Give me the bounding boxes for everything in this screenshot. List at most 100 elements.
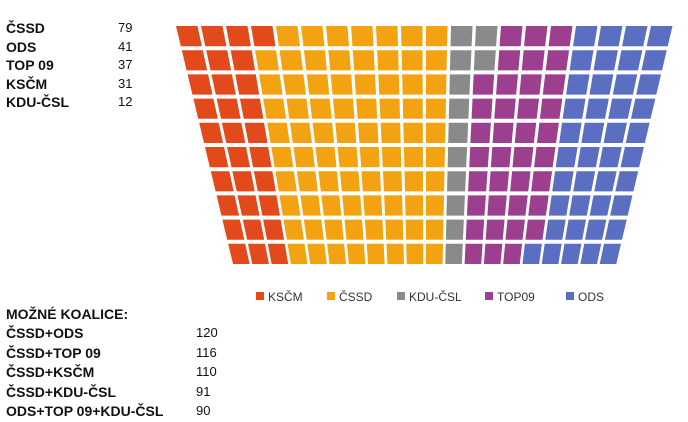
seat-čssd — [303, 219, 324, 240]
legend-swatch — [327, 292, 335, 300]
seat-čssd — [307, 243, 327, 264]
result-party: TOP 09 — [6, 57, 54, 73]
result-row: ODS 41 — [6, 38, 146, 57]
seat-top09 — [534, 147, 556, 168]
seat-čssd — [426, 195, 445, 216]
seat-čssd — [330, 74, 353, 95]
seat-ksčm — [211, 74, 236, 95]
seat-ods — [646, 26, 673, 47]
seat-čssd — [377, 50, 399, 71]
seat-kdučsl — [448, 98, 470, 119]
seat-čssd — [401, 26, 423, 47]
seat-čssd — [378, 74, 400, 95]
result-row: ČSSD 79 — [6, 19, 146, 38]
seat-top09 — [499, 26, 523, 47]
seat-čssd — [279, 195, 301, 216]
seat-top09 — [505, 219, 525, 240]
seat-ksčm — [206, 50, 232, 71]
seat-ksčm — [216, 98, 241, 119]
seat-ksčm — [227, 147, 251, 168]
seat-top09 — [521, 50, 545, 71]
seat-ods — [559, 122, 582, 143]
seat-čssd — [344, 219, 364, 240]
result-party: KSČM — [6, 75, 48, 92]
seat-čssd — [405, 195, 424, 216]
seat-ods — [566, 74, 590, 95]
seat-kdučsl — [448, 122, 469, 143]
coalitions-title: MOŽNÉ KOALICE: — [6, 306, 129, 322]
seat-ksčm — [247, 243, 269, 264]
seat-čssd — [287, 243, 308, 264]
seat-čssd — [342, 195, 362, 216]
seat-top09 — [490, 147, 512, 168]
seat-čssd — [426, 74, 447, 95]
seat-kdučsl — [446, 195, 465, 216]
seat-top09 — [524, 26, 548, 47]
seat-ods — [585, 98, 609, 119]
seat-top09 — [539, 98, 563, 119]
seat-kdučsl — [447, 147, 468, 168]
seat-ksčm — [267, 243, 289, 264]
seat-ksčm — [221, 122, 246, 143]
seat-ods — [573, 26, 598, 47]
seat-top09 — [545, 50, 570, 71]
seat-ods — [573, 171, 596, 192]
seat-čssd — [339, 171, 360, 192]
seat-top09 — [517, 98, 540, 119]
coalition-row: ODS+TOP 09+KDU-ČSL 90 — [6, 402, 226, 422]
seat-čssd — [384, 195, 403, 216]
seat-top09 — [497, 50, 521, 71]
seat-ods — [565, 219, 587, 240]
seat-ksčm — [222, 219, 245, 240]
coalition-row: ČSSD+KDU-ČSL 91 — [6, 383, 226, 403]
legend-label: ODS — [578, 290, 604, 304]
seat-top09 — [542, 74, 566, 95]
seat-čssd — [426, 98, 447, 119]
seat-čssd — [306, 74, 330, 95]
seat-ksčm — [263, 219, 285, 240]
seat-ods — [625, 122, 650, 143]
seat-čssd — [356, 98, 378, 119]
seat-kdučsl — [449, 74, 471, 95]
seat-čssd — [366, 243, 385, 264]
seat-ksčm — [232, 171, 255, 192]
seat-čssd — [426, 122, 446, 143]
seat-ods — [561, 243, 582, 264]
seat-čssd — [406, 243, 424, 264]
seat-ksčm — [237, 195, 260, 216]
legend-swatch — [566, 292, 574, 300]
seat-ods — [604, 219, 627, 240]
seat-ods — [580, 243, 602, 264]
seat-ksčm — [249, 147, 272, 168]
seat-čssd — [385, 219, 404, 240]
seat-čssd — [354, 74, 377, 95]
seat-čssd — [293, 147, 315, 168]
seat-top09 — [464, 243, 483, 264]
seat-top09 — [507, 195, 528, 216]
seat-čssd — [357, 122, 379, 143]
seat-čssd — [328, 50, 351, 71]
seat-top09 — [496, 74, 519, 95]
result-party: ČSSD — [6, 20, 45, 36]
seat-ods — [562, 98, 586, 119]
result-seats: 41 — [118, 38, 133, 54]
seat-čssd — [324, 219, 344, 240]
seat-čssd — [404, 171, 424, 192]
seat-čssd — [380, 122, 401, 143]
seat-top09 — [519, 74, 542, 95]
seat-top09 — [512, 147, 534, 168]
seat-ksčm — [258, 195, 280, 216]
seat-ods — [630, 98, 656, 119]
seat-ods — [589, 195, 612, 216]
seat-čssd — [279, 50, 303, 71]
result-row: KSČM 31 — [6, 75, 146, 94]
coalition-seats: 110 — [196, 364, 217, 380]
seat-ksčm — [226, 26, 251, 47]
seat-čssd — [286, 98, 309, 119]
seat-top09 — [525, 219, 546, 240]
seat-ods — [548, 195, 570, 216]
result-row: TOP 09 37 — [6, 56, 146, 75]
seat-ksčm — [181, 50, 208, 71]
seat-čssd — [426, 50, 448, 71]
seat-ksčm — [210, 171, 234, 192]
